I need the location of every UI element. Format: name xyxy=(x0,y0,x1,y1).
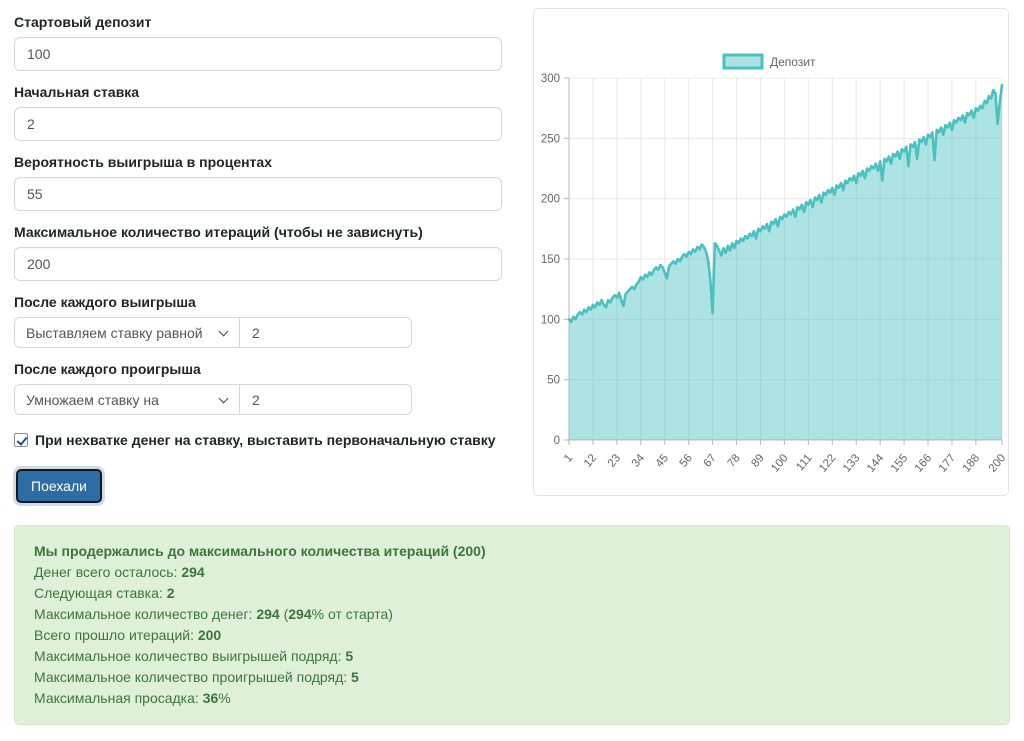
win-probability-input[interactable] xyxy=(14,177,502,211)
after-loss-select-wrap: Умножаем ставку на xyxy=(14,384,240,415)
go-button[interactable]: Поехали xyxy=(16,469,102,503)
after-loss-group: Умножаем ставку на xyxy=(14,384,506,415)
svg-text:133: 133 xyxy=(841,452,863,474)
result-panel: Мы продержались до максимального количес… xyxy=(14,525,1010,725)
after-win-select-wrap: Выставляем ставку равной xyxy=(14,317,240,348)
svg-text:78: 78 xyxy=(725,452,742,470)
svg-text:100: 100 xyxy=(769,452,791,474)
field-group-after-loss: После каждого проигрыша Умножаем ставку … xyxy=(14,361,506,415)
max-iterations-label: Максимальное количество итераций (чтобы … xyxy=(14,224,423,240)
win-probability-label: Вероятность выигрыша в процентах xyxy=(14,154,272,170)
after-win-group: Выставляем ставку равной xyxy=(14,317,506,348)
svg-text:34: 34 xyxy=(630,452,648,470)
svg-text:50: 50 xyxy=(547,375,560,387)
result-line: Максимальное количество проигрышей подря… xyxy=(34,669,359,685)
svg-text:12: 12 xyxy=(582,452,599,470)
result-line: Всего прошло итераций: 200 xyxy=(34,627,222,643)
svg-text:300: 300 xyxy=(541,73,560,85)
reset-bet-checkbox-label: При нехватке денег на ставку, выставить … xyxy=(35,432,496,448)
svg-text:144: 144 xyxy=(865,452,887,475)
after-loss-select[interactable]: Умножаем ставку на xyxy=(14,384,240,415)
result-line: Денег всего осталось: 294 xyxy=(34,564,205,580)
svg-text:177: 177 xyxy=(937,452,959,474)
top-row: Стартовый депозит Начальная ставка Вероя… xyxy=(14,8,1010,503)
result-lines: Денег всего осталось: 294 Следующая ставк… xyxy=(34,562,990,709)
after-win-label: После каждого выигрыша xyxy=(14,294,196,310)
svg-text:188: 188 xyxy=(961,452,983,474)
field-group-max-iterations: Максимальное количество итераций (чтобы … xyxy=(14,224,506,281)
reset-bet-checkbox-row: При нехватке денег на ставку, выставить … xyxy=(14,432,506,448)
svg-text:100: 100 xyxy=(541,314,560,326)
svg-text:122: 122 xyxy=(817,452,839,474)
svg-text:200: 200 xyxy=(987,452,1008,474)
deposit-chart-card: 0 50 100 150 200 250 300 1 12 23 34 45 56 67 78 89 100 11… xyxy=(533,8,1009,496)
field-group-initial-bet: Начальная ставка xyxy=(14,84,506,141)
svg-text:89: 89 xyxy=(749,452,766,470)
result-line: Максимальное количество выигрышей подряд… xyxy=(34,648,354,664)
svg-text:150: 150 xyxy=(541,254,560,266)
svg-text:Депозит: Депозит xyxy=(770,55,816,69)
svg-text:23: 23 xyxy=(606,452,623,470)
initial-bet-label: Начальная ставка xyxy=(14,84,140,100)
svg-text:0: 0 xyxy=(554,435,560,447)
start-deposit-input[interactable] xyxy=(14,37,502,71)
result-line: Следующая ставка: 2 xyxy=(34,585,175,601)
after-win-amount-input[interactable] xyxy=(240,317,412,348)
svg-text:111: 111 xyxy=(794,452,814,473)
simulation-form: Стартовый депозит Начальная ставка Вероя… xyxy=(14,8,506,503)
svg-text:45: 45 xyxy=(654,452,671,470)
after-loss-label: После каждого проигрыша xyxy=(14,361,201,377)
svg-text:250: 250 xyxy=(541,133,560,145)
result-line: Максимальная просадка: 36% xyxy=(34,690,231,706)
svg-text:166: 166 xyxy=(913,452,935,474)
svg-text:1: 1 xyxy=(562,452,575,465)
svg-text:56: 56 xyxy=(678,452,695,470)
result-title: Мы продержались до максимального количес… xyxy=(34,543,486,559)
svg-text:67: 67 xyxy=(701,452,718,470)
result-line: Максимальное количество денег: 294 (294%… xyxy=(34,606,393,622)
svg-text:155: 155 xyxy=(889,452,911,474)
start-deposit-label: Стартовый депозит xyxy=(14,14,152,30)
after-win-select[interactable]: Выставляем ставку равной xyxy=(14,317,240,348)
reset-bet-checkbox[interactable] xyxy=(14,433,28,447)
field-group-after-win: После каждого выигрыша Выставляем ставку… xyxy=(14,294,506,348)
after-loss-amount-input[interactable] xyxy=(240,384,412,415)
svg-text:200: 200 xyxy=(541,194,560,206)
field-group-start-deposit: Стартовый депозит xyxy=(14,14,506,71)
initial-bet-input[interactable] xyxy=(14,107,502,141)
max-iterations-input[interactable] xyxy=(14,247,502,281)
field-group-win-probability: Вероятность выигрыша в процентах xyxy=(14,154,506,211)
